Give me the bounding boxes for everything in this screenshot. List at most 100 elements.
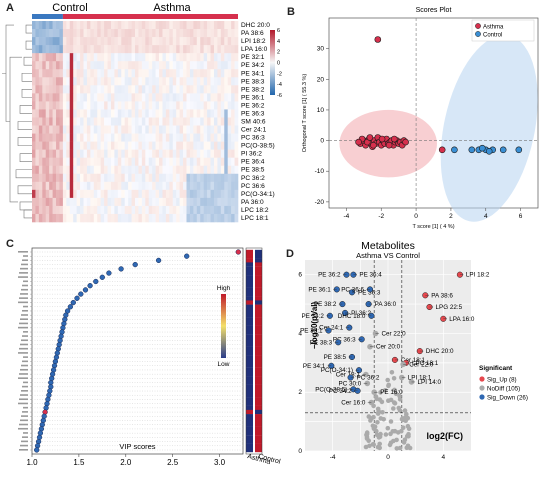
heatmap-cell	[135, 93, 139, 102]
heatmap-cell	[100, 21, 105, 30]
color-scale-tick: -6	[277, 93, 282, 99]
heatmap-cell	[90, 133, 95, 142]
heatmap-cell	[38, 93, 43, 102]
heatmap-cell	[76, 125, 81, 134]
heatmap-cell	[66, 109, 71, 118]
heatmap-cell	[128, 53, 132, 62]
heatmap-cell	[141, 213, 146, 223]
heatmap-cell	[52, 165, 57, 175]
control-heat-cell	[255, 291, 262, 297]
heatmap-cell	[213, 149, 218, 158]
heatmap-cell	[145, 29, 150, 38]
y-tick-label-stub	[21, 339, 28, 342]
heatmap-cell	[179, 165, 184, 175]
heatmap-cell	[117, 109, 122, 118]
y-tick-label: 2	[298, 389, 302, 396]
y-tick-label-stub	[20, 267, 28, 270]
heatmap-cell	[80, 165, 84, 175]
heatmap-cell	[59, 77, 64, 86]
heatmap-cell	[165, 61, 170, 70]
heatmap-cell	[86, 69, 91, 78]
plot-frame	[31, 247, 244, 455]
heatmap-cell	[69, 69, 74, 78]
nodiff-point	[391, 406, 396, 411]
heatmap-cell	[220, 45, 225, 54]
heatmap-cell	[100, 45, 105, 54]
heatmap-cell	[100, 125, 105, 134]
heatmap-cell	[165, 213, 170, 223]
heatmap-cell	[59, 85, 64, 94]
heatmap-cell	[100, 101, 105, 110]
heatmap-cell	[93, 61, 98, 70]
heatmap-cell	[114, 149, 119, 158]
heatmap-cell	[83, 197, 88, 207]
heatmap-cell	[200, 29, 204, 38]
heatmap-cell	[165, 133, 170, 142]
heatmap-cell	[145, 141, 150, 150]
heatmap-cell	[66, 173, 71, 183]
asthma-heat-cell	[246, 367, 253, 373]
asthma-heat-cell	[246, 405, 253, 411]
heatmap-cell	[80, 109, 84, 118]
heatmap-cell	[186, 213, 191, 223]
heatmap-cell	[83, 133, 88, 142]
heatmap-cell	[162, 45, 167, 54]
heatmap-cell	[42, 37, 47, 46]
heatmap-cell	[165, 165, 170, 175]
heatmap-row-label: PE 32:1	[241, 54, 265, 61]
heatmap-cell	[32, 53, 36, 62]
heatmap-cell	[189, 157, 194, 167]
vip-point	[70, 299, 76, 306]
heatmap-cell	[231, 125, 235, 134]
heatmap-cell	[193, 93, 198, 102]
heatmap-cell	[52, 149, 57, 158]
heatmap-cell	[110, 149, 115, 158]
heatmap-cell	[107, 189, 112, 199]
heatmap-cell	[203, 29, 208, 38]
heatmap-cell	[90, 93, 95, 102]
heatmap-cell	[203, 213, 208, 223]
heatmap-cell	[152, 61, 156, 70]
heatmap-cell	[213, 141, 218, 150]
heatmap-cell	[159, 125, 163, 134]
heatmap-cell	[176, 197, 180, 207]
heatmap-cell	[224, 69, 228, 78]
heatmap-cell	[42, 165, 47, 175]
heatmap-cell	[155, 37, 160, 46]
heatmap-cell	[213, 213, 218, 223]
heatmap-cell	[141, 189, 146, 199]
heatmap-cell	[183, 21, 187, 30]
heatmap-cell	[172, 53, 177, 62]
heatmap-cell	[159, 205, 163, 215]
heatmap-cell	[159, 93, 163, 102]
heatmap-cell	[56, 77, 60, 86]
heatmap-cell	[210, 157, 215, 167]
heatmap-cell	[193, 29, 198, 38]
heatmap-cell	[169, 205, 174, 215]
heatmap-cell	[234, 69, 239, 78]
heatmap-cell	[117, 61, 122, 70]
heatmap-cell	[124, 109, 129, 118]
heatmap-cell	[86, 205, 91, 215]
heatmap-cell	[90, 77, 95, 86]
heatmap-cell	[114, 37, 119, 46]
heatmap-cell	[176, 85, 180, 94]
heatmap-cell	[207, 197, 211, 207]
heatmap-cell	[193, 21, 198, 30]
heatmap-row-label: PC(O-38:5)	[241, 143, 275, 150]
heatmap-cell	[131, 133, 136, 142]
heatmap-cell	[117, 37, 122, 46]
heatmap-cell	[90, 101, 95, 110]
heatmap-cell	[117, 205, 122, 215]
heatmap-cell	[165, 101, 170, 110]
heatmap-cell	[42, 125, 47, 134]
heatmap-cell	[172, 149, 177, 158]
heatmap-cell	[220, 117, 225, 126]
heatmap-cell	[145, 109, 150, 118]
heatmap-cell	[148, 213, 153, 223]
heatmap-cell	[141, 165, 146, 175]
heatmap-cell	[189, 205, 194, 215]
heatmap-cell	[162, 173, 167, 183]
heatmap-cell	[169, 29, 174, 38]
heatmap-cell	[135, 85, 139, 94]
